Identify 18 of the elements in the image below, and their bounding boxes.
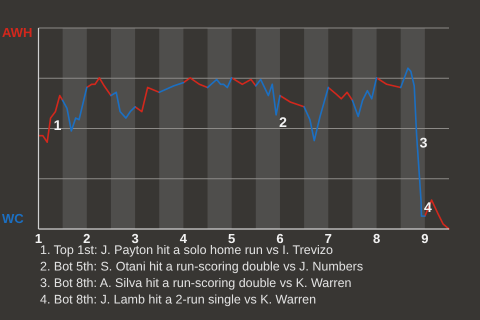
text: 3. Bot 8th: A. Silva hit a run-scoring double vs K. Warren — [40, 276, 352, 290]
x-tick-label: 4 — [180, 231, 188, 246]
annotation: 1 — [54, 117, 62, 134]
text: WC — [2, 211, 24, 226]
annotation: 3 — [420, 134, 428, 151]
x-tick-label: 6 — [276, 231, 284, 246]
x-tick-label: 8 — [372, 231, 380, 246]
x-tick-label: 9 — [421, 231, 428, 246]
x-tick-label: 7 — [324, 231, 332, 246]
x-tick-label: 5 — [228, 231, 236, 246]
x-tick-label: 1 — [34, 231, 42, 246]
x-tick-label: 3 — [131, 231, 139, 246]
x-tick-label: 2 — [83, 231, 90, 246]
text: 2. Bot 5th: S. Otani hit a run-scoring double vs J. Numbers — [40, 260, 364, 274]
text: 1. Top 1st: J. Payton hit a solo home run vs I. Trevizo — [40, 243, 334, 257]
text: AWH — [2, 25, 32, 40]
annotation: 2 — [279, 114, 288, 130]
text: 4. Bot 8th: J. Lamb hit a 2-run single vs K. Warren — [40, 292, 316, 306]
